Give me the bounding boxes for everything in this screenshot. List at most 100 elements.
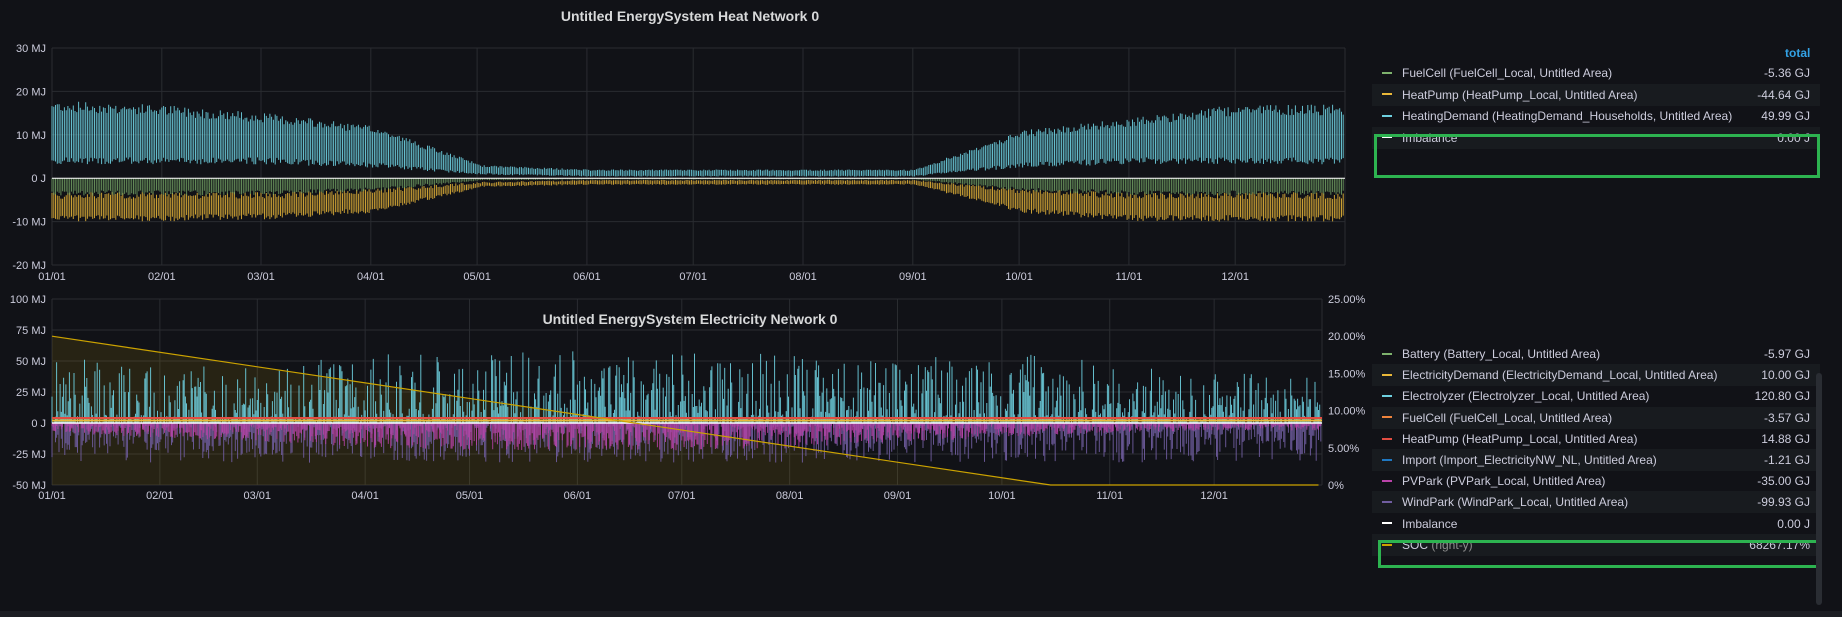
x-tick-label: 12/01 — [1200, 490, 1228, 502]
legend-item[interactable]: PVPark (PVPark_Local, Untitled Area) -35.… — [1372, 470, 1820, 492]
y2-tick-label: 15.00% — [1328, 368, 1366, 380]
legend-color-swatch — [1382, 374, 1392, 377]
y-tick-label: 0 J — [31, 173, 46, 185]
legend-label: PVPark (PVPark_Local, Untitled Area) — [1402, 474, 1606, 489]
x-tick-label: 07/01 — [679, 271, 707, 283]
legend-color-swatch — [1382, 501, 1392, 504]
legend-label: Import (Import_ElectricityNW_NL, Untitle… — [1402, 453, 1657, 467]
legend-value: 14.88 GJ — [1761, 431, 1810, 446]
x-tick-label: 11/01 — [1096, 490, 1123, 502]
legend-color-swatch — [1382, 416, 1392, 419]
x-tick-label: 02/01 — [146, 490, 174, 502]
legend-value: -35.00 GJ — [1757, 474, 1810, 489]
legend-label: HeatPump (HeatPump_Local, Untitled Area) — [1402, 87, 1638, 102]
legend-value: 120.80 GJ — [1754, 389, 1810, 404]
legend-color-swatch — [1382, 114, 1392, 117]
x-tick-label: 12/01 — [1221, 271, 1249, 283]
legend-label: FuelCell (FuelCell_Local, Untitled Area) — [1402, 410, 1613, 425]
legend-value: 0.00 J — [1777, 516, 1810, 531]
x-tick-label: 06/01 — [573, 271, 601, 283]
y-tick-label: -50 MJ — [12, 480, 46, 492]
legend-item[interactable]: HeatingDemand (HeatingDemand_Households,… — [1372, 105, 1820, 127]
legend-color-swatch — [1382, 480, 1392, 483]
y-tick-label: 50 MJ — [16, 356, 46, 368]
legend-label: FuelCell (FuelCell_Local, Untitled Area) — [1402, 66, 1613, 80]
legend-label: Battery (Battery_Local, Untitled Area) — [1402, 347, 1601, 361]
legend-item[interactable]: HeatPump (HeatPump_Local, Untitled Area)… — [1372, 428, 1820, 450]
x-tick-label: 09/01 — [884, 490, 912, 502]
y2-tick-label: 10.00% — [1328, 406, 1366, 418]
x-tick-label: 04/01 — [351, 490, 379, 502]
legend-color-swatch — [1382, 458, 1392, 461]
legend-item[interactable]: FuelCell (FuelCell_Local, Untitled Area)… — [1372, 406, 1820, 429]
y-tick-label: -20 MJ — [12, 260, 46, 272]
legend-item[interactable]: HeatPump (HeatPump_Local, Untitled Area)… — [1372, 83, 1820, 106]
x-tick-label: 03/01 — [244, 490, 272, 502]
x-tick-label: 11/01 — [1116, 271, 1143, 283]
legend-item[interactable]: FuelCell (FuelCell_Local, Untitled Area)… — [1372, 62, 1820, 84]
y-tick-label: 25 MJ — [16, 387, 46, 399]
legend-label: Imbalance — [1402, 516, 1458, 531]
y-tick-label: -10 MJ — [12, 217, 46, 229]
legend-value: -99.93 GJ — [1757, 495, 1810, 510]
series-electrolyzer — [51, 351, 1322, 423]
legend-label: Electrolyzer (Electrolyzer_Local, Untitl… — [1402, 389, 1650, 404]
legend-scrollbar[interactable] — [1816, 373, 1822, 605]
legend-color-swatch — [1382, 522, 1392, 525]
x-tick-label: 05/01 — [456, 490, 484, 502]
x-tick-label: 04/01 — [357, 271, 385, 283]
legend-value: -1.21 GJ — [1763, 453, 1810, 467]
imbalance-highlight-box — [1378, 540, 1819, 568]
x-tick-label: 10/01 — [1005, 271, 1033, 283]
legend-color-swatch — [1382, 93, 1392, 96]
series-soc — [51, 335, 1319, 486]
legend-item[interactable]: WindPark (WindPark_Local, Untitled Area)… — [1372, 491, 1820, 514]
x-tick-label: 09/01 — [899, 271, 927, 283]
y2-tick-label: 5.00% — [1328, 443, 1359, 455]
legend-item[interactable]: Electrolyzer (Electrolyzer_Local, Untitl… — [1372, 385, 1820, 407]
x-tick-label: 02/01 — [148, 271, 176, 283]
heat-network-legend: FuelCell (FuelCell_Local, Untitled Area)… — [1372, 62, 1820, 172]
legend-label: HeatingDemand (HeatingDemand_Households,… — [1402, 109, 1733, 123]
legend-item[interactable]: ElectricityDemand (ElectricityDemand_Loc… — [1372, 364, 1820, 387]
x-tick-label: 01/01 — [38, 271, 66, 283]
x-tick-label: 08/01 — [776, 490, 804, 502]
legend-value: 49.99 GJ — [1761, 109, 1810, 123]
x-tick-label: 10/01 — [988, 490, 1016, 502]
y-tick-label: -25 MJ — [12, 449, 46, 461]
legend-label: HeatPump (HeatPump_Local, Untitled Area) — [1402, 431, 1638, 446]
legend-color-swatch — [1382, 543, 1392, 546]
legend-item[interactable]: Battery (Battery_Local, Untitled Area) -5… — [1372, 343, 1820, 365]
horizontal-scroll-strip — [0, 611, 1842, 617]
legend-label: ElectricityDemand (ElectricityDemand_Loc… — [1402, 368, 1718, 383]
legend-total-header[interactable]: total — [1785, 46, 1811, 60]
x-tick-label: 08/01 — [789, 271, 817, 283]
legend-value: -5.97 GJ — [1763, 347, 1810, 361]
legend-value: 10.00 GJ — [1761, 368, 1810, 383]
heat-network-panel: Untitled EnergySystem Heat Network 0 30 … — [0, 0, 1842, 300]
legend-value: -44.64 GJ — [1757, 87, 1810, 102]
panel-title[interactable]: Untitled EnergySystem Heat Network 0 — [560, 8, 820, 24]
series-fuelcell — [51, 178, 1344, 196]
y-tick-label: 10 MJ — [16, 130, 46, 142]
y-tick-label: 20 MJ — [16, 86, 46, 98]
y-tick-label: 100 MJ — [10, 294, 46, 306]
legend-item[interactable]: Import (Import_ElectricityNW_NL, Untitle… — [1372, 449, 1820, 471]
electricity-network-chart[interactable]: 100 MJ 75 MJ 50 MJ 25 MJ 0 J -25 MJ -50 MJ 25.0… — [0, 294, 1842, 611]
x-tick-label: 03/01 — [247, 271, 275, 283]
legend-item[interactable]: Imbalance 0.00 J — [1372, 513, 1820, 535]
y2-tick-label: 0% — [1328, 480, 1344, 492]
legend-color-swatch — [1382, 352, 1392, 355]
x-tick-label: 01/01 — [38, 490, 66, 502]
legend-color-swatch — [1382, 437, 1392, 440]
series-soc-fill — [52, 336, 1319, 485]
x-tick-label: 07/01 — [668, 490, 696, 502]
x-tick-label: 06/01 — [564, 490, 592, 502]
panel-title[interactable]: Untitled EnergySystem Electricity Networ… — [542, 311, 838, 327]
series-heatpump — [51, 180, 1344, 222]
y-tick-label: 30 MJ — [16, 43, 46, 55]
legend-value: -3.57 GJ — [1763, 410, 1810, 425]
y-tick-label: 0 J — [31, 418, 46, 430]
legend-color-swatch — [1382, 136, 1392, 139]
